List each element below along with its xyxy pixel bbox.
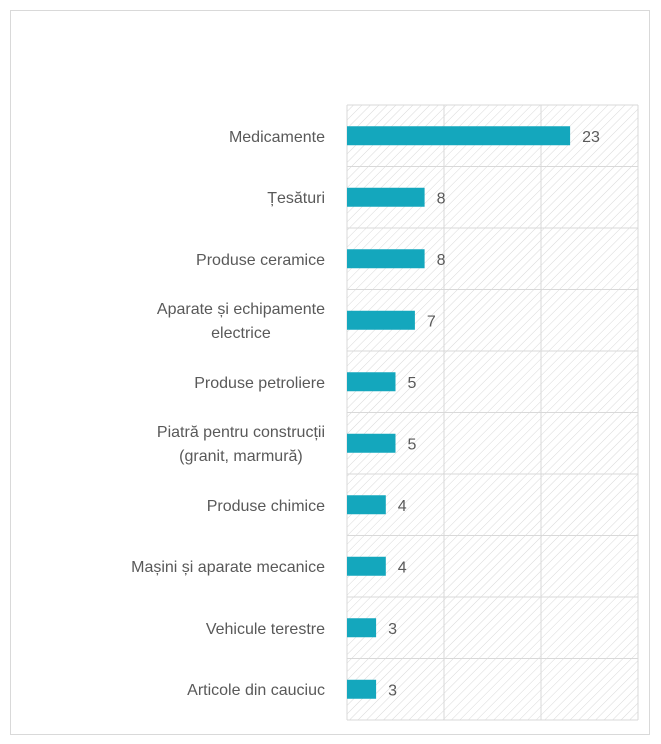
data-label: 3 xyxy=(388,682,397,699)
data-label: 4 xyxy=(398,498,407,515)
data-label: 5 xyxy=(408,436,417,453)
category-label: Medicamente xyxy=(228,128,325,146)
bar xyxy=(347,679,377,699)
bar xyxy=(347,372,396,392)
bar xyxy=(347,433,396,453)
bar xyxy=(347,126,571,146)
data-label: 5 xyxy=(408,375,417,392)
bar xyxy=(347,556,386,576)
category-label: Țesături xyxy=(267,190,325,208)
bar xyxy=(347,249,425,269)
data-label: 7 xyxy=(427,313,436,330)
data-label: 8 xyxy=(437,190,446,207)
category-label: Articole din cauciuc xyxy=(187,682,325,700)
data-label: 4 xyxy=(398,559,407,576)
data-label: 23 xyxy=(582,129,600,146)
bar xyxy=(347,618,377,638)
category-label: Produse ceramice xyxy=(196,251,325,269)
category-label: Produse petroliere xyxy=(194,374,325,392)
category-label: Vehicule terestre xyxy=(205,620,325,638)
category-label: Mașini și aparate mecanice xyxy=(131,559,325,577)
data-label: 3 xyxy=(388,621,397,638)
category-label: Piatră pentru construcții (granit, marmu… xyxy=(156,424,325,466)
data-label: 8 xyxy=(437,252,446,269)
category-label: Aparate și echipamente electrice xyxy=(156,301,325,343)
bar xyxy=(347,495,386,515)
bar xyxy=(347,310,415,330)
bar xyxy=(347,187,425,207)
category-label: Produse chimice xyxy=(206,497,325,515)
